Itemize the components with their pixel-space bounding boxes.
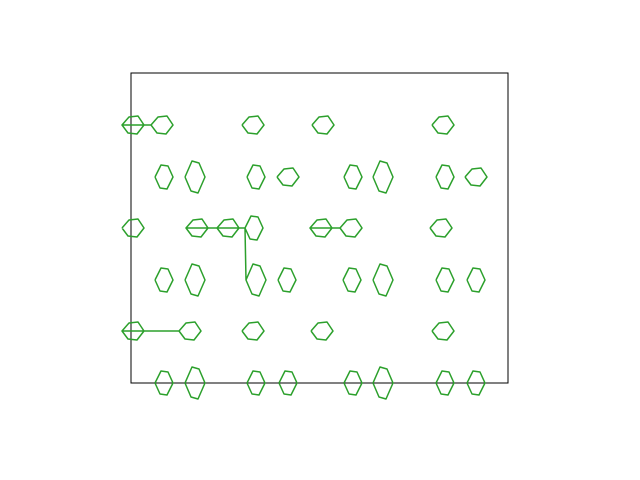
data-line (121, 115, 488, 400)
axes-frame (130, 72, 509, 384)
